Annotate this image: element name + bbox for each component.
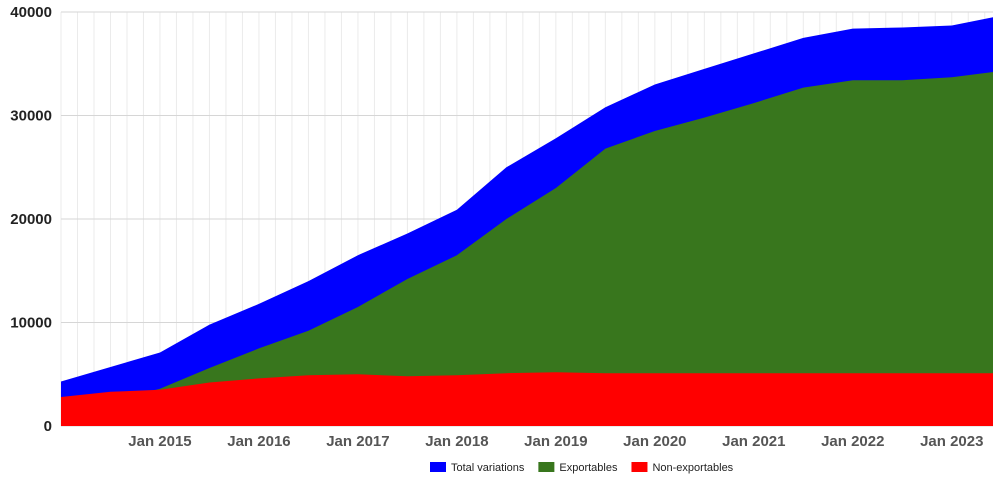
legend-label-exportables: Exportables — [559, 462, 618, 474]
x-tick-label: Jan 2019 — [524, 433, 587, 450]
legend-swatch-exportables — [538, 462, 555, 472]
x-tick-label: Jan 2015 — [128, 433, 191, 450]
area-series-non-exportables — [61, 372, 993, 426]
y-tick-label: 20000 — [10, 211, 52, 228]
x-tick-label: Jan 2022 — [821, 433, 884, 450]
legend-label-total-variations: Total variations — [451, 462, 525, 474]
x-tick-label: Jan 2023 — [920, 433, 983, 450]
y-axis-ticks: 0 10000 20000 30000 40000 — [10, 4, 52, 435]
y-tick-label: 10000 — [10, 315, 52, 332]
y-tick-label: 0 — [44, 418, 52, 435]
chart-legend: Total variations Exportables Non-exportabl… — [430, 462, 734, 474]
area-series-exportables — [61, 72, 993, 426]
legend-label-non-exportables: Non-exportables — [652, 462, 733, 474]
x-tick-label: Jan 2018 — [425, 433, 488, 450]
legend-swatch-non-exportables — [631, 462, 648, 472]
x-tick-label: Jan 2017 — [326, 433, 389, 450]
y-tick-label: 40000 — [10, 4, 52, 21]
x-tick-label: Jan 2016 — [227, 433, 290, 450]
legend-swatch-total-variations — [430, 462, 446, 472]
x-tick-label: Jan 2020 — [623, 433, 686, 450]
x-axis-ticks: Jan 2015 Jan 2016 Jan 2017 Jan 2018 Jan 2019… — [128, 433, 983, 450]
chart-areas — [61, 17, 993, 426]
y-tick-label: 30000 — [10, 108, 52, 125]
x-tick-label: Jan 2021 — [722, 433, 785, 450]
